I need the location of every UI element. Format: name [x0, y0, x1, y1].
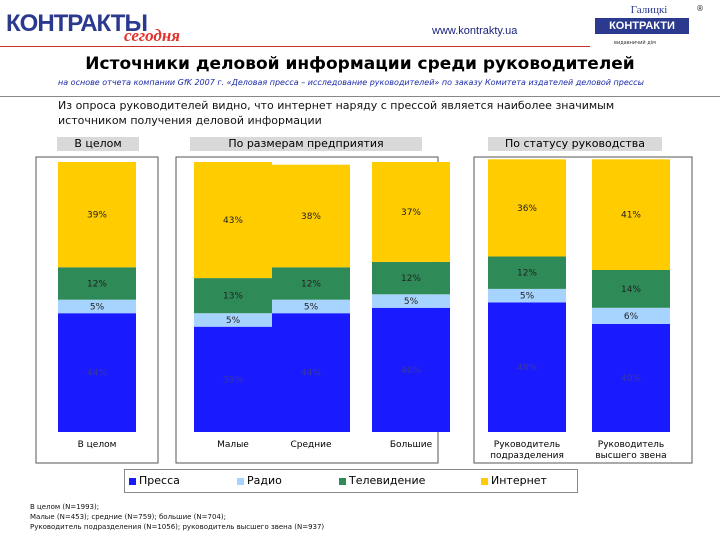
section-header-all: В целом	[57, 137, 139, 151]
category-label-top-manager: Руководитель высшего звена	[595, 440, 666, 461]
bar-small-series-3	[194, 162, 272, 279]
legend-item-1: Радио	[237, 474, 282, 488]
section-header-status: По статусу руководства	[488, 137, 662, 151]
footnote: В целом (N=1993); Малые (N=453); средние…	[30, 502, 324, 532]
data-label-medium-series-0: 44%	[301, 369, 321, 379]
legend-label: Радио	[247, 474, 282, 487]
legend-item-3: Интернет	[481, 474, 547, 488]
legend-swatch	[129, 477, 136, 485]
data-label-dept-head-series-2: 12%	[517, 269, 537, 279]
category-label-dept-head: Руководитель подразделения	[490, 440, 564, 461]
data-label-small-series-0: 39%	[223, 375, 243, 385]
bar-large-series-0	[372, 307, 450, 432]
category-labels: В целом Малые Средние Большие Руководитель по…	[78, 440, 667, 461]
data-label-medium-series-2: 12%	[301, 280, 321, 290]
logo-right-tagline: видавничий дім	[614, 40, 656, 46]
data-label-medium-series-3: 38%	[301, 212, 321, 222]
registered-mark: ®	[696, 4, 704, 13]
galitski-kontrakty-logo: Галицкі КОНТРАКТИ видавничий дім ®	[592, 4, 710, 48]
category-label-all: В целом	[78, 440, 117, 450]
bar-medium-series-0	[272, 313, 350, 432]
data-label-dept-head-series-0: 48%	[517, 363, 537, 373]
category-label-small: Малые	[217, 440, 249, 450]
bar-all-series-0	[58, 313, 136, 432]
logo-sub-text: сегодня	[124, 26, 181, 45]
legend-swatch	[481, 477, 488, 485]
data-label-large-series-3: 37%	[401, 208, 421, 218]
legend-item-0: Пресса	[129, 474, 180, 488]
bar-medium-series-1	[272, 299, 350, 314]
bar-top-manager-series-0	[592, 324, 670, 432]
bar-all-series-1	[58, 299, 136, 314]
panel-frame-status	[473, 156, 693, 464]
panel-frame-all	[35, 156, 159, 464]
data-label-top-manager-series-3: 41%	[621, 211, 641, 221]
panel-frames	[35, 156, 693, 464]
data-label-top-manager-series-2: 14%	[621, 285, 641, 295]
footnote-line: Руководитель подразделения (N=1056); рук…	[30, 523, 325, 531]
bar-large-series-2	[372, 261, 450, 295]
section-header-size: По размерам предприятия	[190, 137, 422, 151]
chart-legend: Пресса Радио Телевидение Интернет	[124, 469, 578, 493]
bar-medium-series-3	[272, 164, 350, 268]
bar-medium-series-2	[272, 267, 350, 300]
data-label-small-series-2: 13%	[223, 292, 243, 302]
bar-top-manager-series-1	[592, 307, 670, 324]
bar-top-manager-series-2	[592, 270, 670, 308]
summary-note: Из опроса руководителей видно, что интер…	[58, 99, 615, 127]
data-label-dept-head-series-3: 36%	[517, 204, 537, 214]
legend-label: Пресса	[139, 474, 180, 487]
legend-item-2: Телевидение	[339, 474, 425, 488]
data-label-top-manager-series-1: 6%	[624, 312, 639, 322]
data-label-all-series-2: 12%	[87, 280, 107, 290]
website-link[interactable]: www.kontrakty.ua	[432, 25, 518, 37]
legend-swatch	[339, 477, 346, 485]
legend-label: Телевидение	[349, 474, 426, 487]
page-title: Источники деловой информации среди руков…	[85, 54, 635, 74]
footnote-line: Малые (N=453); средние (N=759); большие …	[30, 513, 226, 521]
bar-top-manager-series-3	[592, 159, 670, 270]
bar-all-series-2	[58, 267, 136, 300]
logo-right-top-text: Галицкі	[630, 4, 668, 16]
category-label-large: Большие	[390, 440, 433, 450]
data-label-all-series-0: 44%	[87, 369, 107, 379]
bar-small-series-2	[194, 278, 272, 314]
data-label-large-series-2: 12%	[401, 274, 421, 284]
bar-all-series-3	[58, 162, 136, 268]
bar-large-series-3	[372, 162, 450, 262]
data-label-dept-head-series-1: 5%	[520, 292, 535, 302]
page-subtitle: на основе отчета компании GfK 2007 г. «Д…	[58, 78, 644, 87]
footnote-line: В целом (N=1993);	[30, 503, 100, 511]
data-label-large-series-0: 46%	[401, 366, 421, 376]
category-label-medium: Средние	[290, 440, 331, 450]
bar-small-series-0	[194, 326, 272, 432]
data-label-small-series-3: 43%	[223, 216, 243, 226]
bar-dept-head-series-2	[488, 256, 566, 289]
logo-right-box-text: КОНТРАКТИ	[595, 18, 689, 34]
legend-swatch	[237, 477, 244, 485]
data-label-small-series-1: 5%	[226, 316, 241, 326]
data-label-medium-series-1: 5%	[304, 302, 319, 312]
bar-dept-head-series-3	[488, 159, 566, 257]
data-label-large-series-1: 5%	[404, 297, 419, 307]
data-label-top-manager-series-0: 40%	[621, 374, 641, 384]
bar-small-series-1	[194, 313, 272, 327]
kontrakty-logo: КОНТРАКТЫ сегодня	[6, 10, 206, 50]
logo-main-text: КОНТРАКТЫ	[6, 10, 148, 37]
bar-dept-head-series-0	[488, 302, 566, 432]
legend-label: Интернет	[491, 474, 547, 487]
data-label-all-series-1: 5%	[90, 302, 105, 312]
bar-group: 44% 5% 12% 39% 39% 5% 13% 43% 44% 5% 12% 38% 46% 5% 12…	[58, 159, 670, 432]
header-divider	[0, 46, 590, 47]
data-label-all-series-3: 39%	[87, 211, 107, 221]
note-divider	[0, 96, 720, 97]
bar-dept-head-series-1	[488, 288, 566, 303]
bar-large-series-1	[372, 294, 450, 308]
